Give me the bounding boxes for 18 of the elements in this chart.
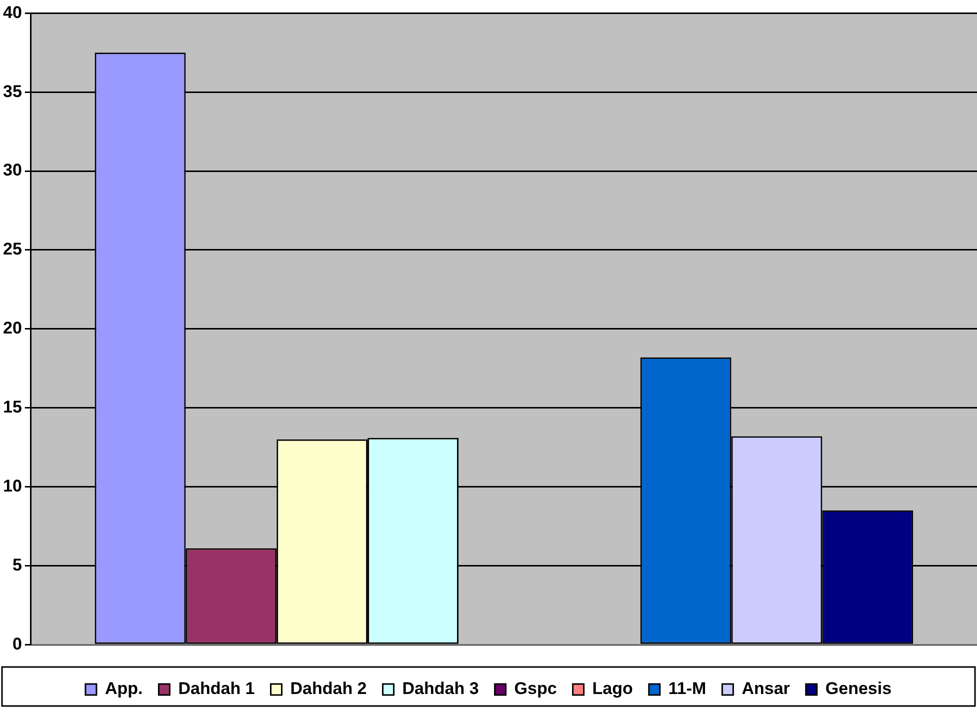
y-tick-label: 0 bbox=[12, 634, 22, 654]
legend-label: App. bbox=[104, 679, 143, 698]
legend-label: Dahdah 1 bbox=[178, 679, 255, 698]
legend-label: Dahdah 2 bbox=[290, 679, 367, 698]
legend-label: Ansar bbox=[742, 679, 790, 698]
legend-label: 11-M bbox=[668, 679, 706, 698]
y-tick-label: 25 bbox=[2, 240, 22, 259]
y-tick-label: 30 bbox=[2, 160, 22, 180]
legend-label: Gspc bbox=[514, 679, 557, 698]
legend-label: Dahdah 3 bbox=[402, 679, 479, 698]
y-tick-label: 5 bbox=[12, 555, 22, 574]
legend-label: Genesis bbox=[825, 679, 892, 698]
y-tick-label: 40 bbox=[2, 2, 22, 22]
legend-label: Lago bbox=[592, 679, 633, 698]
y-tick-label: 10 bbox=[2, 476, 22, 496]
y-tick-label: 35 bbox=[2, 82, 22, 101]
y-tick-label: 20 bbox=[2, 318, 22, 338]
y-tick-label: 15 bbox=[2, 398, 22, 417]
